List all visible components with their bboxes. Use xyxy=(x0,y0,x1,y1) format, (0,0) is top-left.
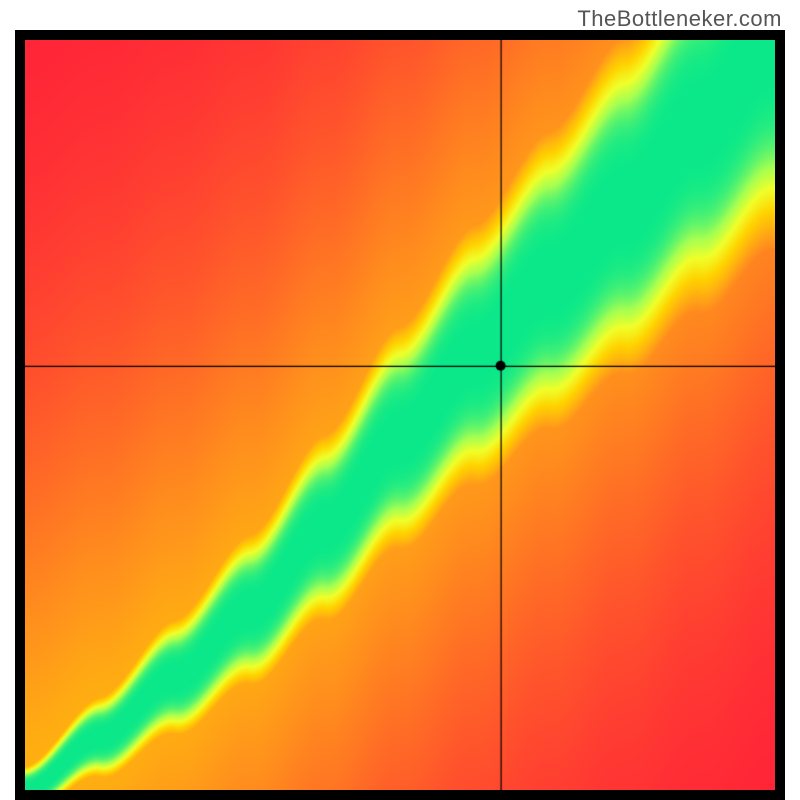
watermark-text: TheBottleneker.com xyxy=(577,6,782,32)
bottleneck-heatmap xyxy=(25,40,775,790)
plot-frame xyxy=(15,30,785,800)
